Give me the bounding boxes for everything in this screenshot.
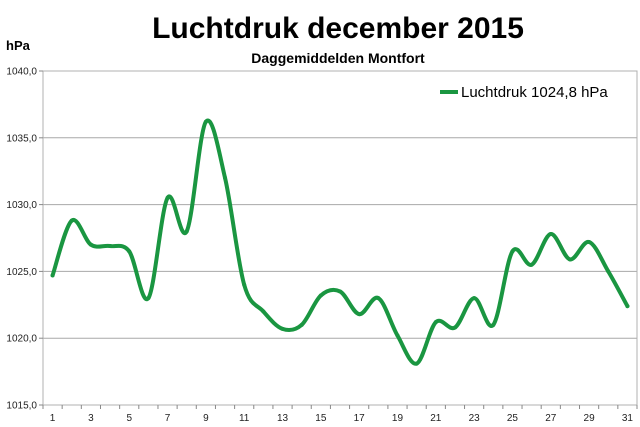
x-tick-label: 19 [392, 413, 404, 424]
y-tick-label: 1020,0 [6, 334, 37, 345]
x-tick-label: 21 [430, 413, 442, 424]
x-tick-label: 29 [584, 413, 596, 424]
legend-label: Luchtdruk 1024,8 hPa [461, 84, 608, 101]
data-point [395, 333, 400, 338]
x-tick-label: 23 [469, 413, 481, 424]
x-tick-label: 25 [507, 413, 519, 424]
data-point [433, 320, 438, 325]
data-point [625, 304, 630, 309]
data-point [510, 249, 515, 254]
data-point [127, 249, 132, 254]
x-tick-label: 27 [545, 413, 557, 424]
data-point [357, 312, 362, 317]
data-point [69, 218, 74, 223]
data-point [146, 296, 151, 301]
x-axis: 1 3 5 7 9 11 13 15 17 19 21 23 25 27 29 31 [42, 405, 638, 424]
data-point [299, 322, 304, 327]
data-point [165, 195, 170, 200]
chart-title: Luchtdruk december 2015 [152, 12, 524, 45]
legend: Luchtdruk 1024,8 hPa [440, 84, 608, 101]
data-point [203, 119, 208, 124]
data-point [88, 242, 93, 247]
y-tick-label: 1030,0 [6, 200, 37, 211]
data-point [242, 282, 247, 287]
y-tick-label: 1040,0 [6, 67, 37, 78]
y-tick-label: 1035,0 [6, 133, 37, 144]
plot-area-border [42, 70, 638, 406]
x-tick-label: 7 [165, 413, 171, 424]
data-point [548, 231, 553, 236]
data-point [223, 175, 228, 180]
data-point [50, 273, 55, 278]
x-tick-label: 3 [88, 413, 94, 424]
data-point [261, 309, 266, 314]
data-point [376, 296, 381, 301]
data-point [472, 296, 477, 301]
chart-subtitle: Daggemiddelden Montfort [251, 50, 425, 66]
y-tick-label: 1015,0 [6, 401, 37, 412]
x-tick-label: 13 [277, 413, 289, 424]
y-tick-label: 1025,0 [6, 267, 37, 278]
x-tick-label: 1 [50, 413, 56, 424]
x-tick-label: 15 [315, 413, 327, 424]
data-point [108, 244, 113, 249]
x-tick-label: 17 [354, 413, 366, 424]
y-axis: 1015,0 1020,0 1025,0 1030,0 1035,0 1040,0 [6, 67, 43, 412]
series-layer [50, 118, 630, 366]
data-point [280, 326, 285, 331]
data-point [414, 361, 419, 366]
data-point [567, 257, 572, 262]
x-tick-label: 5 [126, 413, 132, 424]
data-point [529, 262, 534, 267]
data-point [587, 240, 592, 245]
data-point [606, 269, 611, 274]
x-tick-label: 9 [203, 413, 209, 424]
x-tick-label: 11 [239, 413, 250, 424]
data-point [184, 229, 189, 234]
data-point [452, 325, 457, 330]
y-axis-unit-label: hPa [6, 38, 31, 53]
x-tick-label: 31 [622, 413, 634, 424]
data-point [318, 293, 323, 298]
data-point [338, 289, 342, 294]
data-point [491, 322, 496, 327]
